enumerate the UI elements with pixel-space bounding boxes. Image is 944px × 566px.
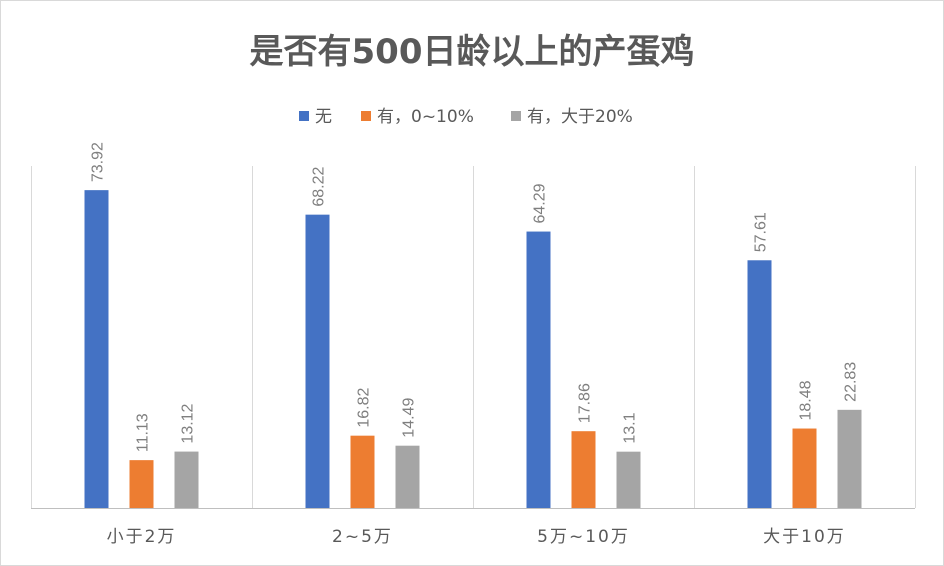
legend-label: 有，0~10%: [377, 107, 474, 127]
bar: [837, 409, 862, 508]
bar: [305, 214, 330, 509]
category-axis-labels: 小于2万 2~5万 5万~10万 大于10万: [107, 527, 846, 547]
data-label: 13.12: [180, 403, 197, 443]
data-label: 11.13: [135, 413, 152, 452]
category-gridlines: [31, 166, 916, 508]
legend-swatch: [361, 111, 371, 121]
data-labels: 73.92 11.13 13.12 68.22 16.82 14.49 64.29 17.86…: [90, 142, 860, 452]
bar: [84, 190, 109, 509]
bar-series: [84, 190, 862, 509]
data-label: 17.86: [577, 383, 594, 423]
data-label: 16.82: [356, 388, 373, 428]
bar: [395, 445, 420, 508]
chart-title: 是否有500日龄以上的产蛋鸡: [250, 32, 695, 72]
legend-swatch: [299, 111, 309, 121]
data-label: 18.48: [798, 380, 815, 420]
bar: [571, 431, 596, 508]
bar: [350, 435, 375, 508]
bar: [174, 451, 199, 508]
bar: [792, 428, 817, 508]
bar: [616, 451, 641, 508]
bar: [526, 231, 551, 509]
legend: 无 有，0~10% 有，大于20%: [299, 107, 633, 127]
data-label: 68.22: [311, 167, 328, 207]
data-label: 14.49: [401, 398, 418, 438]
legend-swatch: [511, 111, 521, 121]
bar: [129, 460, 154, 508]
category-label: 5万~10万: [537, 527, 630, 547]
category-label: 小于2万: [107, 527, 177, 547]
legend-label: 无: [315, 107, 332, 127]
data-label: 13.1: [622, 412, 639, 443]
category-label: 2~5万: [332, 527, 393, 547]
data-label: 73.92: [90, 142, 107, 182]
legend-label: 有，大于20%: [527, 107, 633, 127]
data-label: 22.83: [843, 362, 860, 402]
data-label: 57.61: [753, 212, 770, 252]
category-label: 大于10万: [763, 527, 846, 547]
bar: [747, 260, 772, 508]
data-label: 64.29: [532, 183, 549, 223]
